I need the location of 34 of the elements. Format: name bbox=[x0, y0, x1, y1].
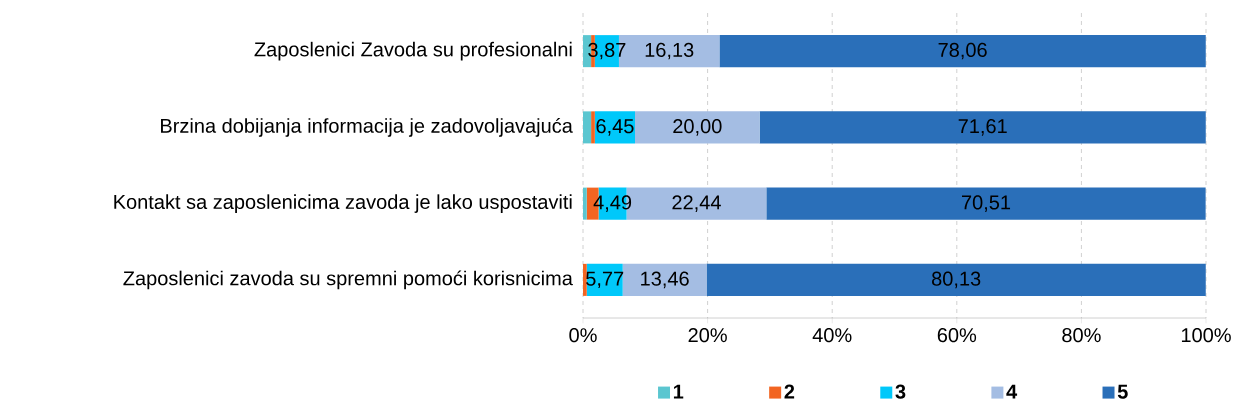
x-tick-label: 40% bbox=[812, 328, 852, 343]
legend-label: 1 bbox=[673, 384, 684, 399]
data-label: 6,45 bbox=[596, 119, 634, 136]
legend-label: 4 bbox=[1006, 384, 1018, 399]
data-label: 22,44 bbox=[672, 195, 721, 212]
x-tick-label: 100% bbox=[1181, 328, 1231, 343]
legend-label: 3 bbox=[895, 384, 906, 399]
bar bbox=[583, 111, 592, 144]
legend-label: 5 bbox=[1117, 384, 1128, 399]
y-tick-label: Zaposlenici Zavoda su profesionalni bbox=[254, 41, 572, 61]
data-label: 20,00 bbox=[673, 119, 722, 136]
x-tick-label: 20% bbox=[688, 328, 727, 343]
data-label: 16,13 bbox=[645, 42, 694, 60]
bar bbox=[622, 263, 707, 296]
bar bbox=[583, 263, 587, 296]
y-tick-label: Kontakt sa zaposlenicima zavoda je lako uspostaviti bbox=[114, 194, 572, 213]
data-label: 80,13 bbox=[932, 271, 981, 289]
y-tick-label: Zaposlenici zavoda su spremni pomoći korisnicima bbox=[123, 270, 573, 290]
y-tick-label: Brzina dobijanja informacija je zadovoljavajuća bbox=[161, 117, 573, 137]
data-label: 13,46 bbox=[641, 271, 689, 289]
bar bbox=[591, 111, 595, 144]
legend-label: 2 bbox=[784, 384, 795, 399]
x-tick-label: 60% bbox=[937, 328, 977, 343]
bar bbox=[583, 187, 587, 220]
x-tick-label: 80% bbox=[1062, 328, 1101, 343]
x-tick-label: 0% bbox=[569, 328, 597, 343]
bar bbox=[635, 111, 760, 144]
bar bbox=[759, 111, 1206, 144]
data-label: 71,61 bbox=[958, 119, 1007, 136]
data-label: 78,06 bbox=[938, 42, 987, 60]
data-label: 70,51 bbox=[962, 195, 1011, 212]
bar bbox=[719, 35, 1206, 68]
bar bbox=[766, 187, 1206, 220]
bar bbox=[706, 263, 1206, 296]
